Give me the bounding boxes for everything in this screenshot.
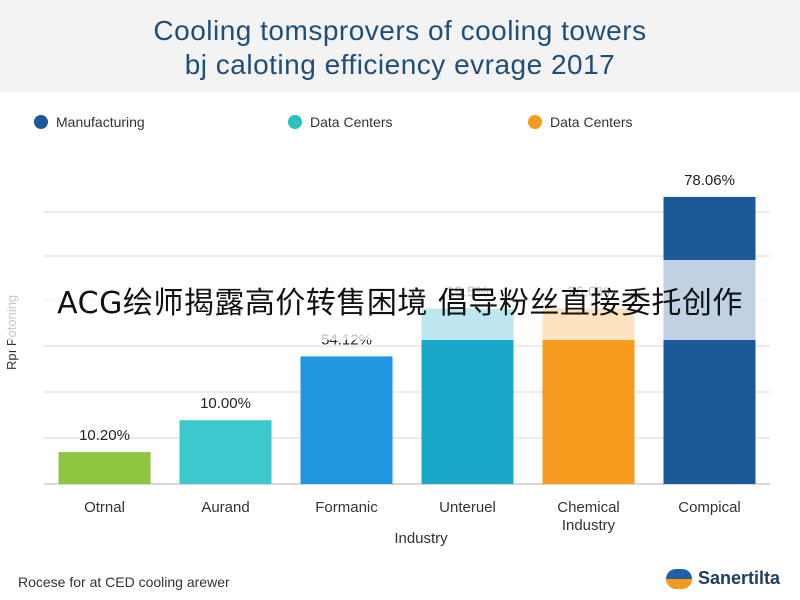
legend-swatch-1 (34, 115, 48, 129)
chart-title: Cooling tomsprovers of cooling towers (153, 15, 647, 46)
x-tick-label-4: Unteruel (439, 499, 496, 516)
legend-item-1: Manufacturing (34, 114, 145, 130)
legend-item-2: Data Centers (288, 114, 392, 130)
legend-label-3: Data Centers (550, 114, 633, 130)
overlay-text: ACG绘师揭露高价转售困境 倡导粉丝直接委托创作 (57, 286, 743, 321)
bar-2 (179, 420, 272, 484)
legend-item-3: Data Centers (528, 114, 632, 130)
legend-label-1: Manufacturing (56, 114, 145, 130)
x-tick-label-1: Otrnal (84, 499, 125, 516)
bar-6 (663, 196, 756, 484)
chart-legend: Manufacturing Data Centers Data Centers (0, 114, 800, 134)
x-tick-label-5: Chemical Industry (557, 499, 620, 534)
brand-logo: Sanertilta (665, 568, 780, 589)
footer-note: Rocese for at CED cooling arewer (18, 574, 230, 590)
data-label-2: 10.00% (200, 395, 251, 412)
chart-header: Cooling tomsprovers of cooling towers bj… (0, 0, 800, 92)
data-label-6: 78.06% (684, 172, 735, 189)
x-tick-label-6: Compical (678, 499, 741, 516)
brand-mark-icon (665, 568, 692, 589)
legend-label-2: Data Centers (310, 114, 393, 130)
x-tick-label-2: Aurand (201, 499, 249, 516)
brand-name: Sanertilta (697, 568, 780, 588)
chart-subtitle: bj caloting efficiency evrage 2017 (184, 49, 616, 80)
overlay-banner: ACG绘师揭露高价转售困境 倡导粉丝直接委托创作 (0, 260, 800, 340)
legend-swatch-3 (528, 115, 542, 129)
x-axis-label: Industry (394, 530, 448, 547)
x-tick-label-3: Formanic (315, 499, 378, 516)
data-label-1: 10.20% (79, 427, 130, 444)
bar-3 (300, 356, 393, 484)
legend-swatch-2 (288, 115, 302, 129)
bar-1 (58, 452, 151, 484)
